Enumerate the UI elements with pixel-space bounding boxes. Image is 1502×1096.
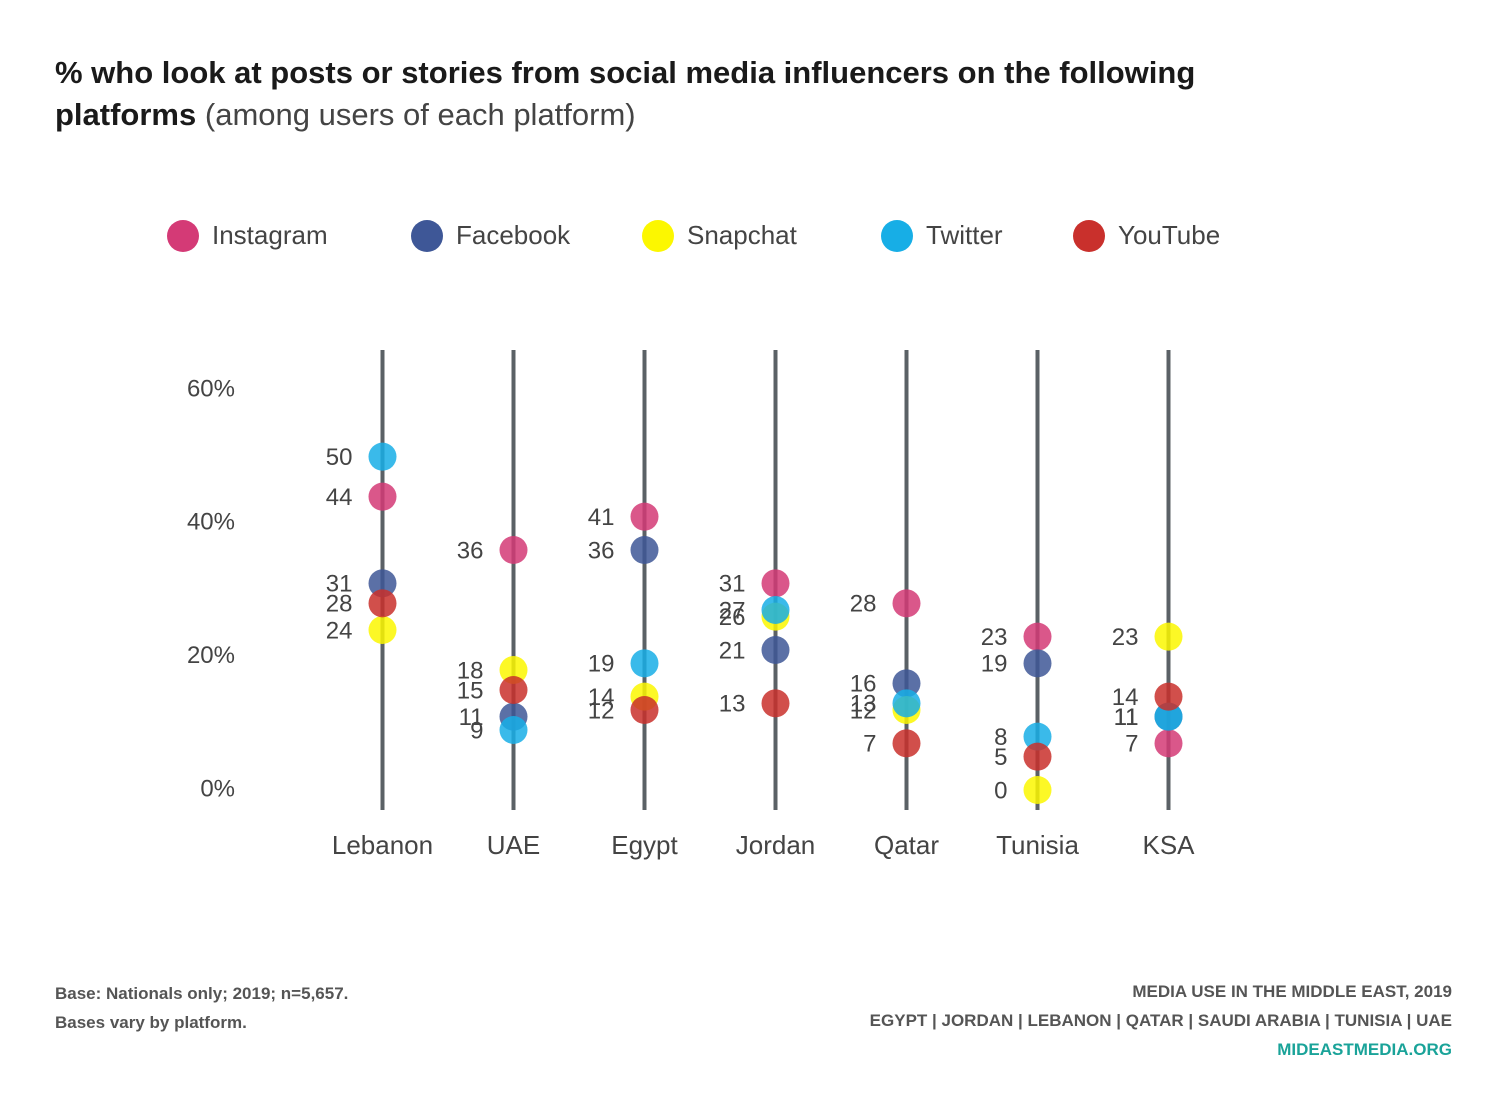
dot xyxy=(1154,702,1183,731)
dot xyxy=(892,669,921,698)
legend-marker xyxy=(411,220,443,252)
chart-subtitle: (among users of each platform) xyxy=(204,97,636,132)
value-label: 18 xyxy=(457,657,484,684)
value-label: 31 xyxy=(719,571,746,598)
value-label: 41 xyxy=(588,504,615,531)
value-label: 16 xyxy=(850,671,877,698)
dot xyxy=(1154,729,1183,758)
x-tick-label: KSA xyxy=(1142,830,1195,860)
legend-marker xyxy=(642,220,674,252)
value-label: 28 xyxy=(326,591,353,618)
value-label: 36 xyxy=(457,537,484,564)
dot xyxy=(499,676,528,704)
legend-label: Facebook xyxy=(456,220,571,250)
dot xyxy=(499,656,528,684)
dot xyxy=(1154,622,1183,651)
y-tick-label: 40% xyxy=(187,509,235,536)
dot xyxy=(630,649,659,678)
dot xyxy=(761,596,790,624)
x-tick-label: UAE xyxy=(487,830,540,860)
dot xyxy=(761,689,790,718)
value-label: 7 xyxy=(1125,731,1138,758)
dot xyxy=(761,569,790,598)
value-label: 23 xyxy=(1112,624,1139,651)
value-label: 14 xyxy=(1112,684,1139,711)
source-link: MIDEASTMEDIA.ORG xyxy=(1277,1040,1452,1059)
x-tick-label: Tunisia xyxy=(996,830,1079,860)
value-label: 28 xyxy=(850,591,877,618)
value-label: 12 xyxy=(850,697,877,724)
value-label: 24 xyxy=(326,617,353,644)
value-label: 26 xyxy=(719,604,746,631)
dot xyxy=(368,569,397,598)
note: Base: Nationals only; 2019; n=5,657. xyxy=(55,984,349,1003)
value-label: 11 xyxy=(1114,704,1139,731)
x-tick-label: Qatar xyxy=(874,830,939,860)
value-label: 23 xyxy=(981,624,1008,651)
legend-label: Snapchat xyxy=(687,220,798,250)
value-label: 13 xyxy=(850,691,877,718)
notes: Base: Nationals only; 2019; n=5,657. Bas… xyxy=(55,979,348,1037)
dot xyxy=(368,442,397,471)
y-tick-label: 20% xyxy=(187,642,235,669)
dot xyxy=(630,696,659,724)
dot xyxy=(1023,649,1052,678)
note: Bases vary by platform. xyxy=(55,1013,247,1032)
value-label: 44 xyxy=(326,484,353,511)
value-label: 36 xyxy=(588,537,615,564)
value-label: 8 xyxy=(994,724,1007,751)
value-label: 19 xyxy=(981,651,1008,678)
value-label: 0 xyxy=(994,777,1007,804)
value-label: 31 xyxy=(326,571,353,598)
legend-label: YouTube xyxy=(1118,220,1220,250)
value-label: 13 xyxy=(719,691,746,718)
value-label: 7 xyxy=(863,731,876,758)
legend-marker xyxy=(1073,220,1105,252)
dot xyxy=(1023,722,1052,751)
dot xyxy=(1023,776,1052,804)
legend-marker xyxy=(167,220,199,252)
value-label: 21 xyxy=(719,637,746,664)
value-label: 14 xyxy=(588,684,615,711)
chart-title: % who look at posts or stories from soci… xyxy=(55,55,1196,132)
value-label: 15 xyxy=(457,677,484,704)
legend-label: Twitter xyxy=(926,220,1003,250)
source-line: MEDIA USE IN THE MIDDLE EAST, 2019 xyxy=(1132,982,1452,1001)
x-tick-label: Lebanon xyxy=(332,830,433,860)
source-line: EGYPT | JORDAN | LEBANON | QATAR | SAUDI… xyxy=(869,1011,1452,1030)
title-block: % who look at posts or stories from soci… xyxy=(55,52,1295,136)
dot xyxy=(368,589,397,618)
dot xyxy=(1154,682,1183,711)
dot xyxy=(368,616,397,644)
dot xyxy=(1023,622,1052,651)
legend-marker xyxy=(881,220,913,252)
source: MEDIA USE IN THE MIDDLE EAST, 2019 EGYPT… xyxy=(870,977,1452,1064)
value-label: 9 xyxy=(470,717,483,744)
value-label: 27 xyxy=(719,597,746,624)
dot xyxy=(892,589,921,618)
dot xyxy=(368,482,397,511)
dot xyxy=(499,716,528,744)
value-label: 5 xyxy=(994,744,1007,771)
y-tick-label: 60% xyxy=(187,375,235,402)
dot xyxy=(761,636,790,664)
dot xyxy=(499,536,528,564)
dot xyxy=(630,502,659,531)
dot xyxy=(630,536,659,564)
legend-label: Instagram xyxy=(212,220,328,250)
value-label: 50 xyxy=(326,444,353,471)
dot xyxy=(892,729,921,758)
x-tick-label: Egypt xyxy=(611,830,678,860)
y-tick-label: 0% xyxy=(200,775,235,802)
dot xyxy=(1023,742,1052,771)
value-label: 12 xyxy=(588,697,615,724)
x-tick-label: Jordan xyxy=(736,830,816,860)
value-label: 11 xyxy=(1114,704,1139,731)
dot xyxy=(892,689,921,718)
value-label: 11 xyxy=(459,704,484,731)
value-label: 19 xyxy=(588,651,615,678)
